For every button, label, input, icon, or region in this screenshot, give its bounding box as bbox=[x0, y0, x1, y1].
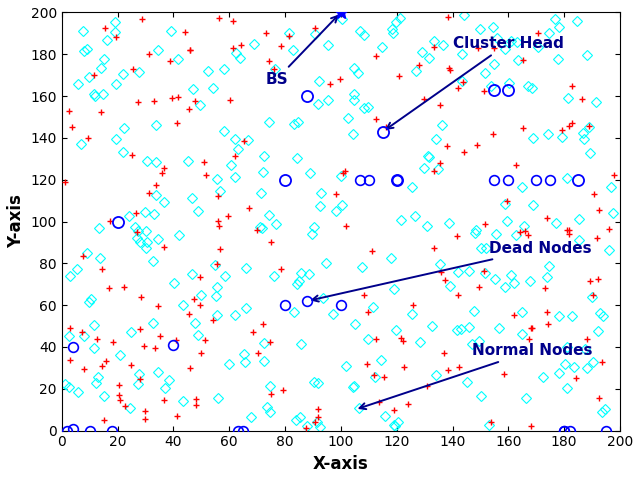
Text: BS: BS bbox=[266, 16, 337, 86]
Text: Dead Nodes: Dead Nodes bbox=[312, 241, 592, 301]
Text: Cluster Head: Cluster Head bbox=[387, 36, 563, 129]
Y-axis label: Y-axis: Y-axis bbox=[7, 194, 25, 249]
Text: Normal Nodes: Normal Nodes bbox=[360, 343, 592, 409]
X-axis label: X-axis: X-axis bbox=[313, 455, 369, 473]
